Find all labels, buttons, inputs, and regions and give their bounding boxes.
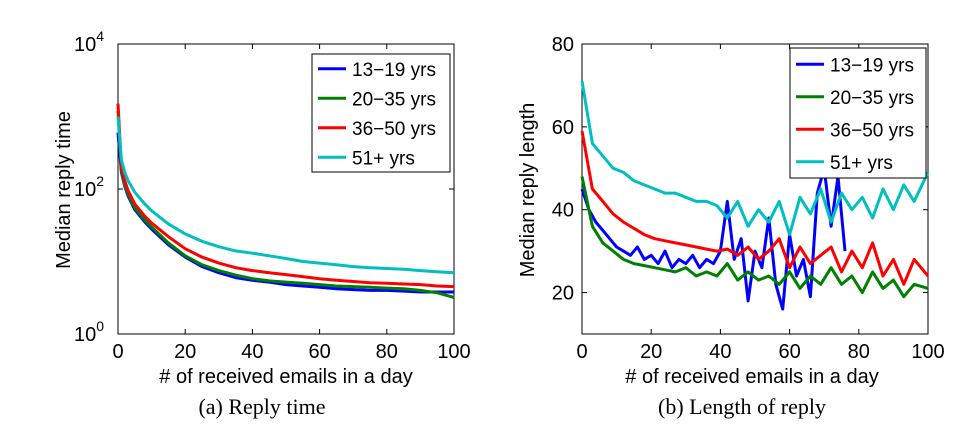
series-line-2 [116, 110, 455, 299]
y-tick-label: 60 [552, 117, 574, 139]
tick-group: 0 20 40 60 80 100 100 102 104 [74, 28, 471, 363]
legend-label: 51+ yrs [352, 148, 415, 169]
x-tick-label: 60 [308, 341, 330, 363]
series-line-3 [116, 103, 455, 289]
legend-label: 20−35 yrs [830, 88, 914, 109]
y-tick-label: 20 [552, 283, 574, 305]
x-tick-label: 0 [576, 341, 587, 363]
series-line-4 [116, 116, 455, 275]
x-tick-label: 20 [640, 341, 662, 363]
series-line-2 [580, 176, 929, 299]
x-tick-label: 100 [437, 341, 470, 363]
legend-label: 51+ yrs [830, 153, 893, 174]
x-tick-label: 20 [174, 341, 196, 363]
x-tick-label: 0 [112, 341, 123, 363]
y-axis-label: Median reply length [517, 103, 539, 278]
caption: (b) Length of reply [658, 394, 826, 419]
chart-reply-length: 0 20 40 60 80 100 20 40 60 80 # of received email… [517, 34, 945, 419]
y-tick-label: 102 [74, 173, 104, 201]
y-tick-label: 104 [74, 28, 104, 56]
legend: 13−19 yrs 20−35 yrs 36−50 yrs 51+ yrs [789, 47, 927, 179]
x-tick-label: 80 [376, 341, 398, 363]
legend-label: 36−50 yrs [352, 119, 436, 140]
legend-label: 13−19 yrs [830, 55, 914, 76]
x-tick-label: 40 [709, 341, 731, 363]
legend: 13−19 yrs 20−35 yrs 36−50 yrs 51+ yrs [311, 53, 451, 173]
series-line-3 [580, 130, 930, 286]
series-line-4 [580, 81, 930, 237]
series-line-1 [580, 166, 847, 311]
x-axis-label: # of received emails in a day [159, 366, 412, 388]
tick-group: 0 20 40 60 80 100 20 40 60 80 [552, 34, 945, 363]
x-tick-label: 60 [778, 341, 800, 363]
legend-label: 36−50 yrs [830, 120, 914, 141]
chart-reply-time: 0 20 40 60 80 100 100 102 104 # of received emai… [53, 28, 471, 419]
x-tick-label: 80 [848, 341, 870, 363]
legend-box [789, 47, 927, 179]
legend-box [311, 53, 451, 173]
series-group [116, 103, 455, 299]
x-axis-label: # of received emails in a day [625, 366, 878, 388]
x-tick-label: 100 [911, 341, 944, 363]
series-group [580, 81, 930, 311]
legend-label: 13−19 yrs [352, 60, 436, 81]
y-tick-label: 40 [552, 200, 574, 222]
y-tick-label: 100 [74, 318, 104, 346]
x-tick-label: 40 [241, 341, 263, 363]
y-axis-label: Median reply time [53, 111, 75, 269]
y-tick-label: 80 [552, 34, 574, 56]
caption: (a) Reply time [198, 394, 325, 419]
legend-label: 20−35 yrs [352, 89, 436, 110]
